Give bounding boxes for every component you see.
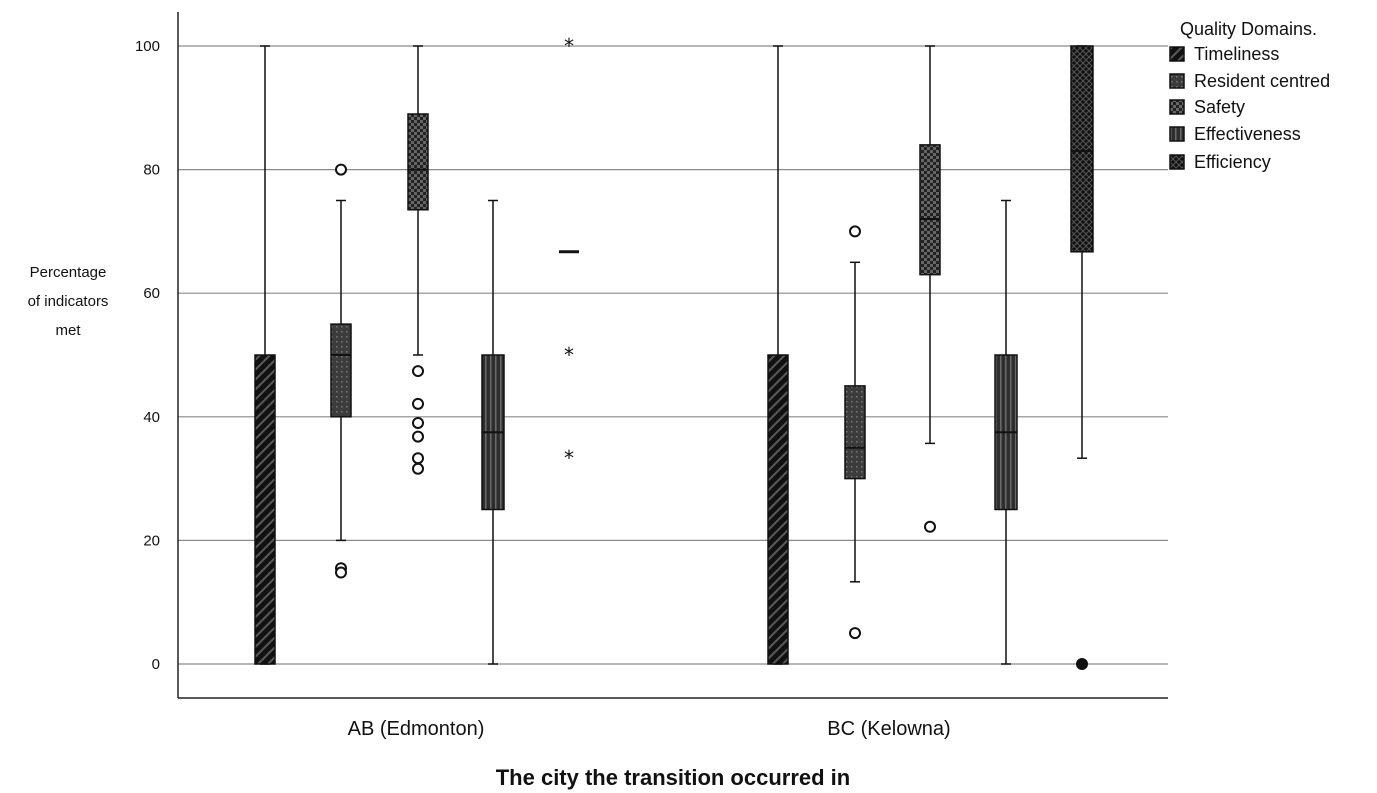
- y-axis-title: Percentage of indicators met: [28, 264, 109, 339]
- outlier-marker: [412, 416, 424, 429]
- y-axis-title-line: met: [55, 322, 81, 339]
- category-label: AB (Edmonton): [348, 718, 485, 740]
- y-axis-title-line: of indicators: [28, 293, 109, 310]
- y-tick-label: 60: [143, 285, 160, 302]
- legend-swatch: [1169, 126, 1185, 142]
- outlier-marker: [412, 397, 424, 410]
- outlier-marker: [849, 627, 861, 640]
- box-series: * * *: [254, 34, 1094, 670]
- series-safety: [407, 45, 941, 533]
- y-tick-label: 0: [152, 656, 160, 673]
- y-tick-label: 80: [143, 162, 160, 179]
- outlier-marker: [335, 163, 347, 176]
- legend-swatch: [1169, 73, 1185, 89]
- box-rect: [407, 113, 429, 211]
- box-rect: [254, 354, 276, 665]
- legend-label: Effectiveness: [1194, 124, 1301, 144]
- box-rect: [767, 354, 789, 665]
- box-rect: [1070, 45, 1094, 253]
- legend-swatch: [1169, 99, 1185, 115]
- series-efficiency: * * *: [559, 34, 1094, 670]
- outlier-marker: [335, 566, 347, 579]
- outlier-marker: [412, 452, 424, 465]
- y-axis-title-line: Percentage: [30, 264, 107, 281]
- legend-swatch: [1169, 154, 1185, 170]
- legend: Quality Domains. Timeliness Resident cent…: [1169, 19, 1330, 172]
- legend-item: Resident centred: [1169, 71, 1330, 91]
- x-axis-title: The city the transition occurred in: [496, 765, 851, 790]
- legend-label: Timeliness: [1194, 44, 1279, 64]
- box-plot: [994, 199, 1018, 665]
- outlier-marker: [849, 225, 861, 238]
- outlier-marker: [412, 462, 424, 475]
- extreme-marker: *: [564, 34, 574, 58]
- series-resident-centred: [330, 163, 866, 640]
- box-rect: [919, 144, 941, 276]
- legend-label: Safety: [1194, 97, 1245, 117]
- extreme-marker: *: [564, 446, 574, 470]
- category-label: BC (Kelowna): [827, 718, 950, 740]
- legend-item: Efficiency: [1169, 152, 1271, 172]
- legend-item: Timeliness: [1169, 44, 1279, 64]
- axes: [177, 12, 1168, 699]
- series-timeliness: [254, 45, 789, 665]
- outlier-marker: [412, 365, 424, 378]
- gridlines: [178, 45, 1168, 665]
- box-rect: [844, 385, 866, 480]
- outlier-marker: [1076, 658, 1088, 670]
- box-plot: [767, 45, 789, 665]
- y-tick-labels: 0 20 40 60 80 100: [135, 38, 160, 673]
- legend-swatch: [1169, 46, 1185, 62]
- box-plot: [1070, 45, 1094, 670]
- box-plot: [481, 199, 505, 665]
- box-plot: [254, 45, 276, 665]
- legend-item: Effectiveness: [1169, 124, 1301, 144]
- box-plot: [407, 45, 429, 475]
- legend-label: Resident centred: [1194, 71, 1330, 91]
- box-plot: [919, 45, 941, 533]
- legend-title: Quality Domains.: [1180, 19, 1317, 39]
- series-effectiveness: [481, 199, 1018, 665]
- outlier-marker: [924, 520, 936, 533]
- outlier-marker: [412, 430, 424, 443]
- box-plot: [844, 225, 866, 640]
- box-rect: [330, 323, 352, 418]
- extreme-marker: *: [564, 343, 574, 367]
- y-tick-label: 40: [143, 409, 160, 426]
- y-tick-label: 100: [135, 38, 160, 55]
- box-plot: [330, 163, 352, 579]
- legend-item: Safety: [1169, 97, 1245, 117]
- legend-label: Efficiency: [1194, 152, 1271, 172]
- y-tick-label: 20: [143, 532, 160, 549]
- box-plot: * * *: [559, 34, 579, 470]
